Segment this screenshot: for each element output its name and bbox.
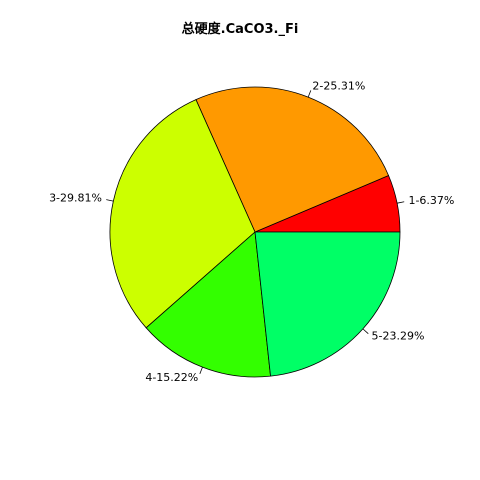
pie-slices [109,86,401,378]
slice-labels: 1-6.37% 2-25.31% 3-29.81% 4-15.22% 5-23.29% [49,79,454,384]
chart-title: 总硬度.CaCO3._Fi [181,22,299,37]
slice-label-1: 1-6.37% [408,194,454,207]
leader-lines [106,90,405,375]
pie-slice-4 [145,231,271,378]
leader-line-4 [199,367,203,375]
slice-label-3: 3-29.81% [49,192,102,205]
leader-line-1 [397,201,405,204]
slice-label-4: 4-15.22% [145,371,198,384]
slice-label-5: 5-23.29% [372,330,425,343]
pie-slice-5 [254,231,401,377]
leader-line-5 [362,328,369,335]
pie-slice-2 [195,86,389,233]
slice-label-2: 2-25.31% [312,79,365,92]
leader-line-3 [106,199,114,202]
leader-line-2 [307,90,312,98]
